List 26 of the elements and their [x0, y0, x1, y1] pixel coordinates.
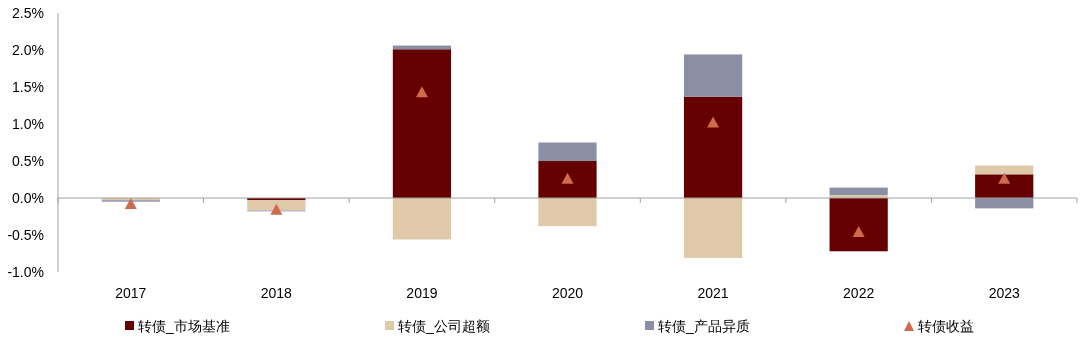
y-tick-label: 2.5% — [12, 5, 44, 21]
point — [270, 203, 283, 215]
point — [561, 172, 574, 184]
x-tick-label: 2022 — [843, 285, 875, 301]
y-tick-label: 0.5% — [12, 153, 44, 169]
point — [124, 197, 137, 209]
y-tick-label: 2.0% — [12, 42, 44, 58]
y-tick-label: 1.0% — [12, 116, 44, 132]
point — [852, 226, 865, 238]
point — [707, 116, 720, 128]
legend-label: 转债_产品异质 — [658, 318, 750, 334]
y-tick-label: 0.0% — [12, 190, 44, 206]
legend-label: 转债_市场基准 — [138, 318, 230, 334]
y-tick-label: -1.0% — [7, 264, 44, 280]
y-tick-label: -0.5% — [7, 227, 44, 243]
x-tick-label: 2017 — [115, 285, 147, 301]
x-tick-label: 2021 — [697, 285, 729, 301]
x-tick-label: 2020 — [551, 285, 584, 301]
x-tick-label: 2023 — [988, 285, 1020, 301]
y-tick-label: 1.5% — [12, 79, 44, 95]
legend-label: 转债_公司超额 — [398, 318, 490, 334]
legend-label: 转债收益 — [918, 318, 974, 334]
point — [998, 172, 1011, 184]
point — [415, 86, 428, 98]
x-tick-label: 2019 — [406, 285, 438, 301]
x-tick-label: 2018 — [260, 285, 293, 301]
